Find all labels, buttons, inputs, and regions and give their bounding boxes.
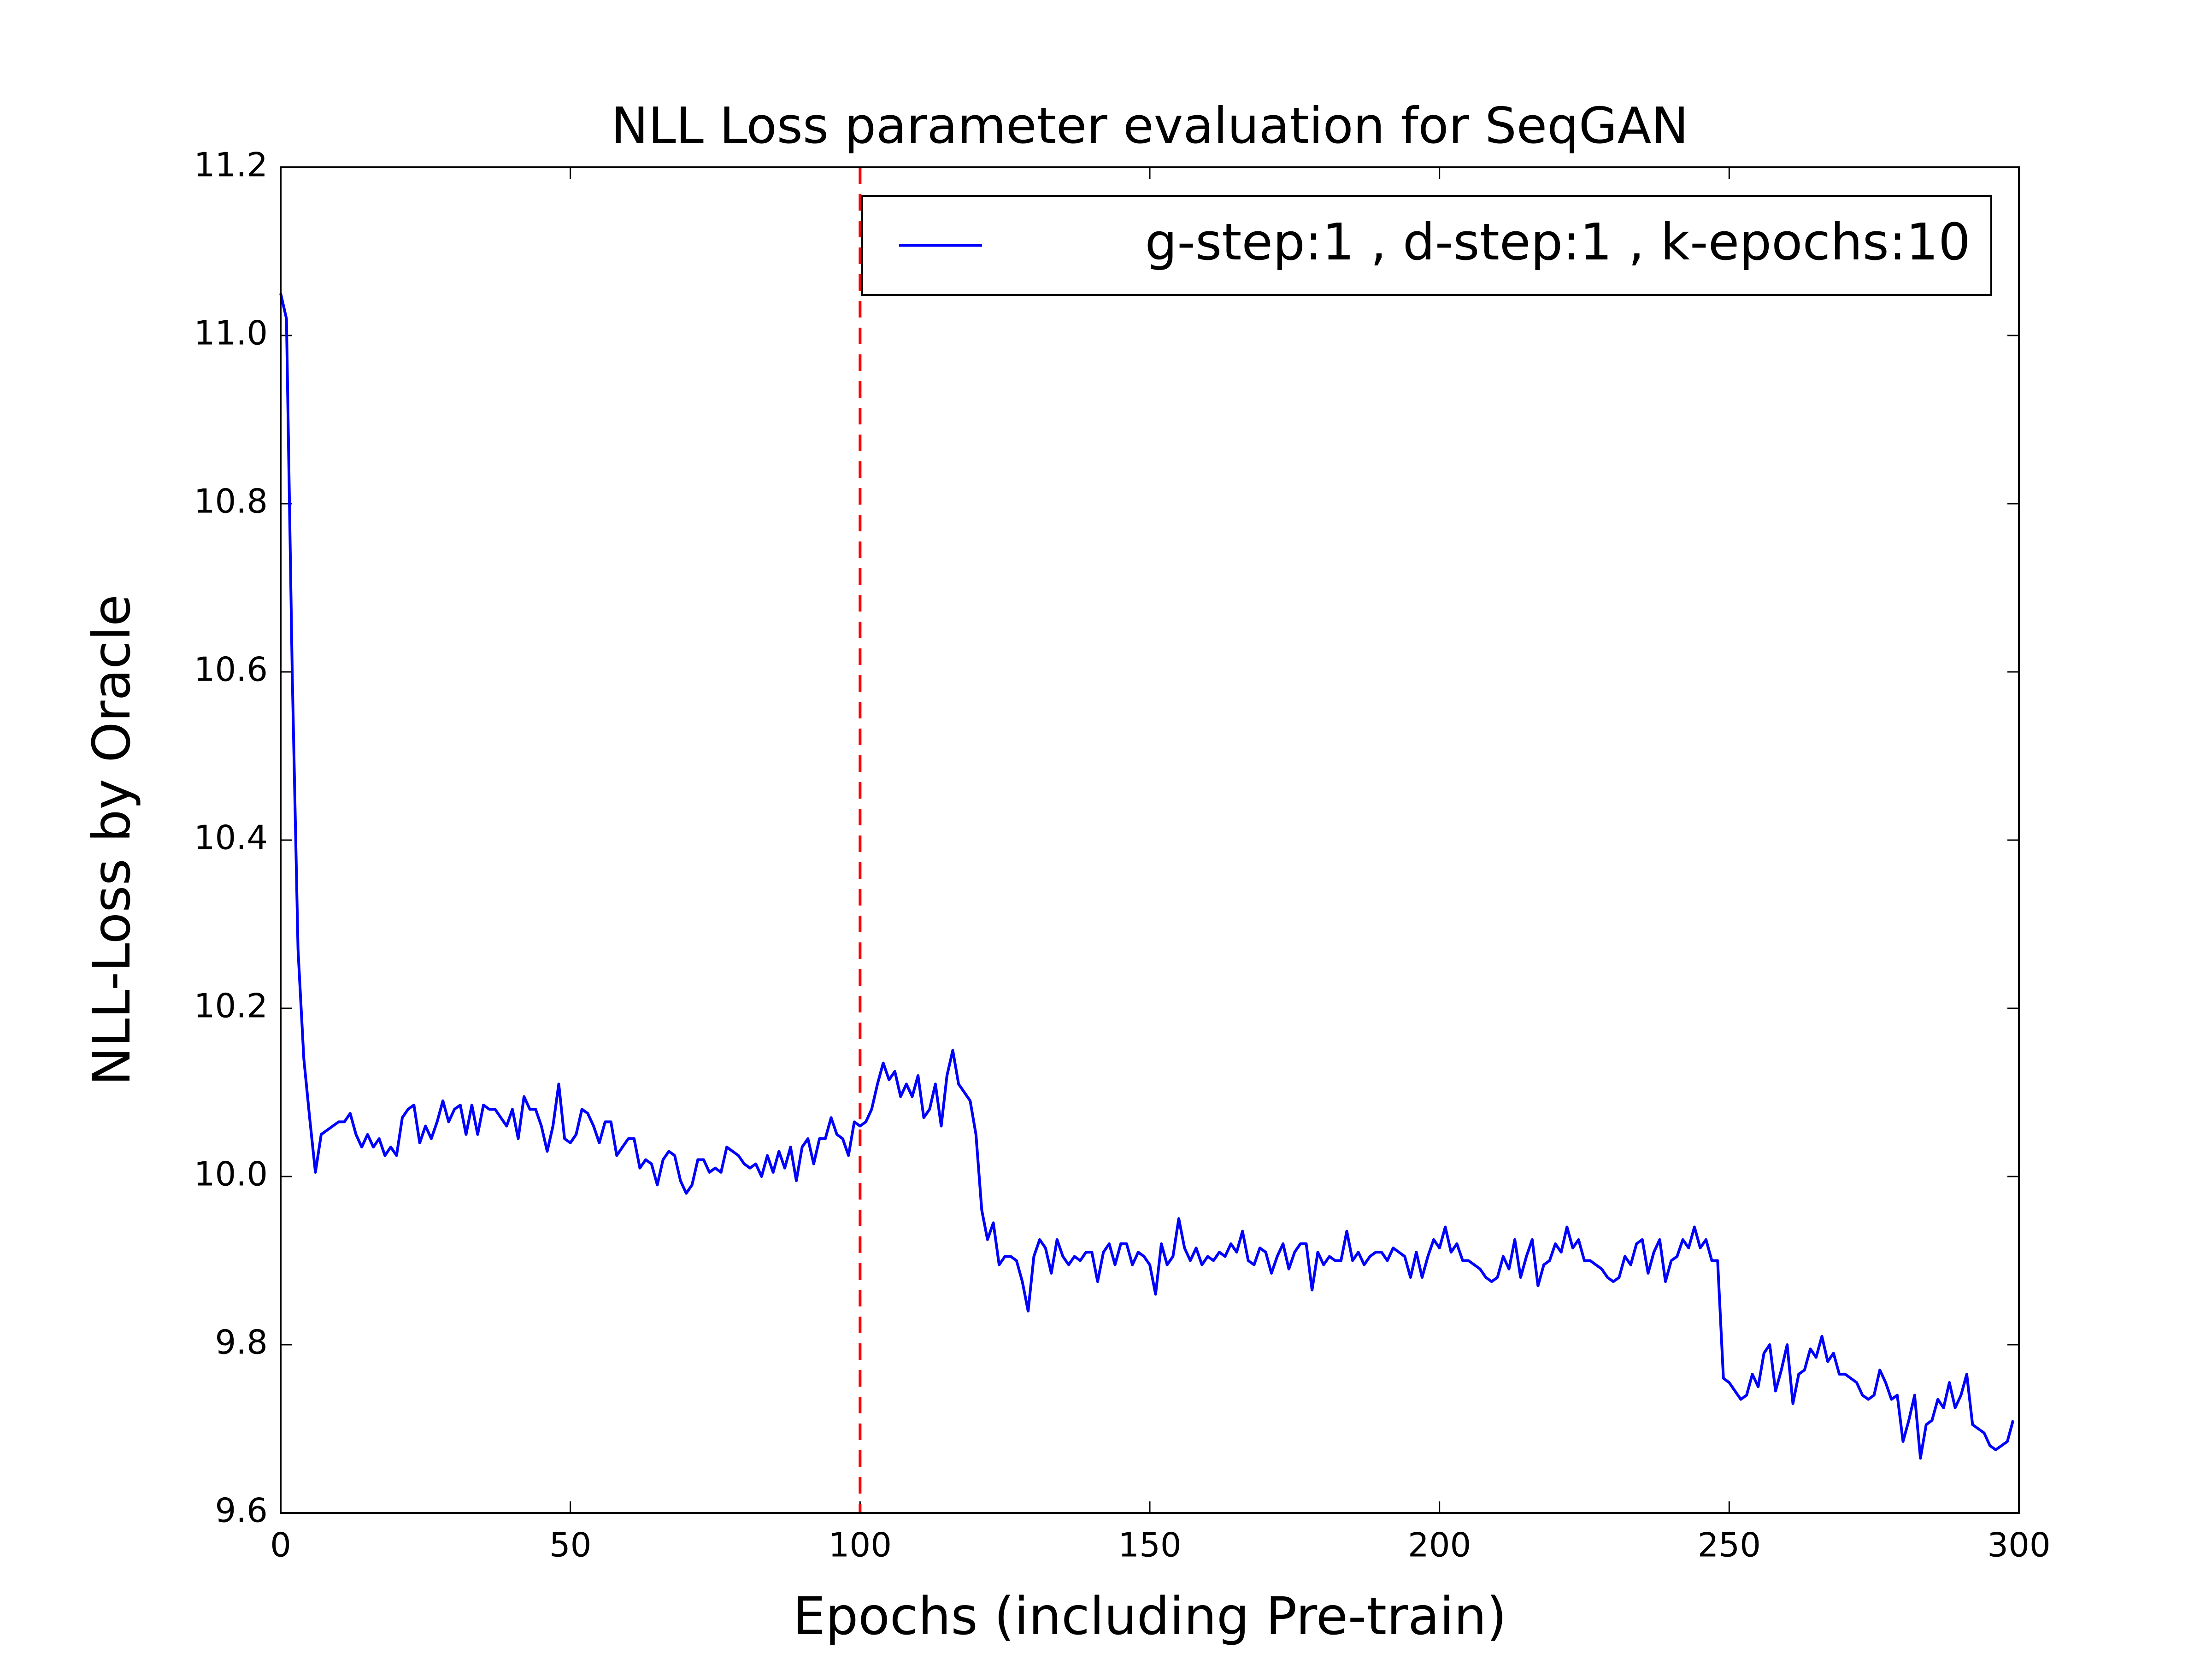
x-tick-label: 200 <box>1408 1526 1471 1565</box>
y-tick-label: 11.2 <box>194 146 268 184</box>
legend-box <box>861 195 1992 296</box>
y-tick-label: 10.8 <box>194 482 268 521</box>
x-tick-label: 50 <box>549 1526 592 1565</box>
y-tick-label: 10.6 <box>194 650 268 689</box>
chart-title: NLL Loss parameter evaluation for SeqGAN <box>611 97 1688 155</box>
x-tick-label: 250 <box>1698 1526 1761 1565</box>
x-tick-label: 0 <box>270 1526 291 1565</box>
x-tick-label: 150 <box>1118 1526 1181 1565</box>
x-tick-label: 300 <box>1987 1526 2050 1565</box>
y-tick-label: 10.4 <box>194 818 268 857</box>
y-tick-label: 10.0 <box>194 1155 268 1194</box>
y-axis-label: NLL-Loss by Oracle <box>82 594 142 1086</box>
x-tick-label: 100 <box>829 1526 892 1565</box>
data-line <box>279 293 2015 1460</box>
x-axis-label: Epochs (including Pre-train) <box>793 1587 1506 1647</box>
y-tick-label: 9.8 <box>215 1323 268 1362</box>
legend-label: g-step:1 , d-step:1 , k-epochs:10 <box>1145 212 1971 271</box>
y-tick-label: 11.0 <box>194 314 268 353</box>
y-tick-label: 10.2 <box>194 987 268 1025</box>
y-tick-label: 9.6 <box>215 1491 268 1530</box>
plot-frame <box>280 166 2020 1514</box>
